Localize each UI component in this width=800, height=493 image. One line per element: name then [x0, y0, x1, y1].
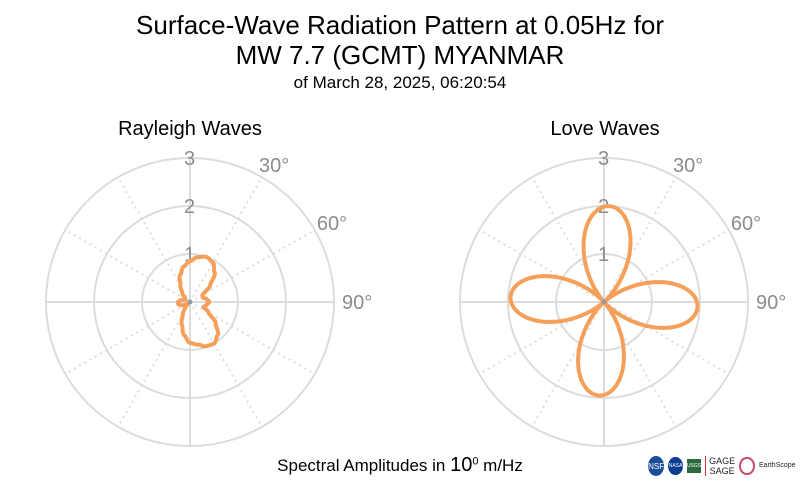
love-spoke-210: [531, 301, 605, 428]
chart-title-line2: MW 7.7 (GCMT) MYANMAR: [235, 40, 565, 70]
caption-base: 10: [450, 454, 473, 476]
caption: Spectral Amplitudes in 100 m/Hz: [200, 454, 600, 477]
gage-text: GAGE: [709, 456, 736, 466]
love-spoke-300: [478, 229, 605, 303]
rayleigh-spoke-210: [117, 301, 191, 428]
rayleigh-subtitle: Rayleigh Waves: [118, 118, 262, 140]
love-radiation-pattern: [508, 204, 700, 398]
caption-prefix: Spectral Amplitudes in: [277, 456, 451, 475]
rayleigh-rtick-1: 1: [184, 244, 195, 266]
rayleigh-spoke-60: [189, 229, 316, 303]
earthscope-text: EarthScope: [758, 462, 796, 469]
love-subtitle: Love Waves: [550, 118, 660, 140]
love-spoke-120: [603, 301, 730, 375]
love-angle-60: 60°: [731, 213, 761, 235]
caption-suffix: m/Hz: [478, 456, 523, 475]
rayleigh-spoke-150: [189, 301, 263, 428]
chart-title-line1: Surface-Wave Radiation Pattern at 0.05Hz…: [136, 10, 664, 40]
love-angle-30: 30°: [673, 155, 703, 177]
rayleigh-radiation-pattern: [176, 254, 221, 349]
love-angle-90: 90°: [756, 292, 786, 314]
love-center-dot: [601, 299, 607, 305]
caption-exponent: 0: [472, 455, 479, 468]
rayleigh-center-dot: [187, 299, 193, 305]
rayleigh-angle-60: 60°: [317, 213, 347, 235]
gage-sage-logo: GAGE SAGE: [705, 456, 735, 476]
usgs-logo: USGS: [686, 459, 702, 473]
nsf-logo: NSF: [648, 456, 665, 476]
chart-title-line3: of March 28, 2025, 06:20:54: [293, 73, 507, 92]
logo-bar: NSF NASA USGS GAGE SAGE EarthScope: [648, 450, 796, 482]
love-spoke-30: [603, 176, 677, 303]
rayleigh-angle-30: 30°: [259, 155, 289, 177]
love-rtick-3: 3: [598, 148, 609, 170]
nasa-logo: NASA: [668, 457, 683, 475]
love-rtick-1: 1: [598, 244, 609, 266]
rayleigh-spoke-30: [189, 176, 263, 303]
rayleigh-spoke-240: [64, 301, 191, 375]
rayleigh-rtick-2: 2: [184, 196, 195, 218]
earthscope-icon: [739, 457, 755, 475]
sage-text: SAGE: [709, 466, 735, 476]
earthscope-logo: EarthScope: [759, 462, 796, 470]
rayleigh-rtick-3: 3: [184, 148, 195, 170]
rayleigh-angle-90: 90°: [342, 292, 372, 314]
rayleigh-spoke-300: [64, 229, 191, 303]
